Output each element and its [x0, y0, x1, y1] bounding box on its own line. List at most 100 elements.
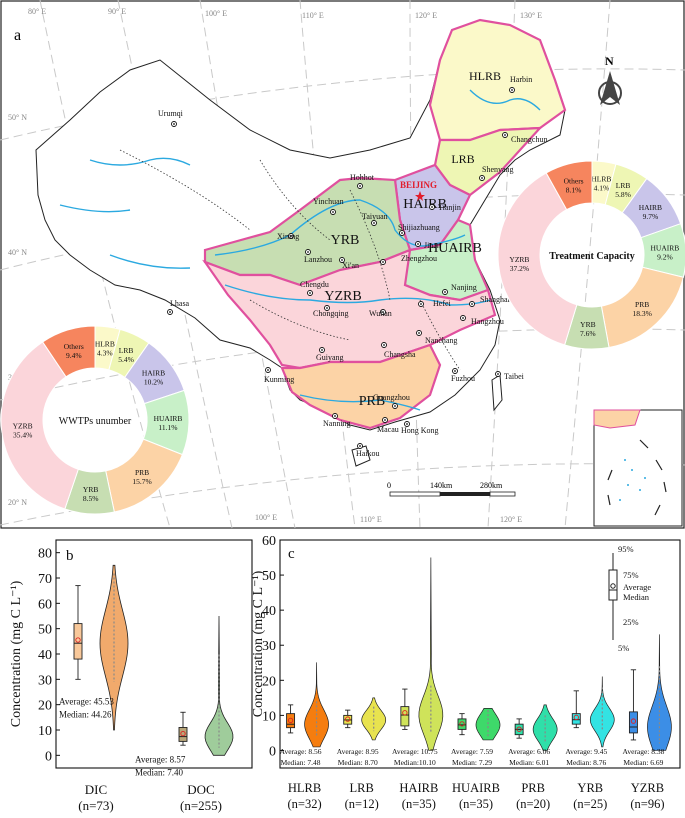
city-marker-dot: [504, 134, 506, 136]
box-iqr: [571, 713, 581, 725]
city-label-lanzhou: Lanzhou: [304, 255, 332, 264]
donut-slice-label: Others: [64, 342, 84, 351]
city-label-yinchuan: Yinchuan: [313, 197, 344, 206]
city-marker-dot: [169, 311, 171, 313]
y-tick-label-b: 80: [38, 547, 52, 562]
group-doc: [178, 615, 234, 756]
city-label-chengdu: Chengdu: [300, 280, 329, 289]
basin-yzrb: [202, 248, 497, 370]
x-n-label-yrb: (n=25): [573, 797, 607, 811]
city-label-harbin: Harbin: [510, 75, 532, 84]
city-marker-dot: [454, 370, 456, 372]
group-prb: [514, 704, 558, 751]
median-text-dic: Median: 44.26: [59, 710, 112, 720]
donut-slice-label: HUAIRB: [154, 414, 183, 423]
basin-label-lrb: LRB: [451, 152, 474, 166]
scale-label-0: 0: [387, 481, 391, 490]
donut-slice-label: LRB: [119, 346, 134, 355]
x-n-label-huairb: (n=35): [459, 797, 493, 811]
lon-label: 100° E: [205, 9, 227, 18]
lon-label-bottom: 110° E: [360, 515, 382, 524]
x-label-yrb: YRB: [577, 781, 603, 795]
group-hlrb: [286, 662, 329, 748]
average-text-dic: Average: 45.53: [59, 697, 114, 707]
average-text: Average: 8.95: [337, 747, 379, 756]
donut-slice-value: 7.6%: [580, 329, 596, 338]
y-tick-label-c: 10: [262, 709, 276, 724]
province-borders: [119, 149, 461, 371]
y-tick-label-c: 50: [262, 569, 276, 584]
median-text: Median: 6.69: [623, 758, 663, 767]
capital-star-icon: [415, 191, 425, 201]
basin-label-hlrb: HLRB: [469, 69, 501, 83]
city-label-xining: Xining: [277, 232, 299, 241]
box-iqr: [628, 711, 638, 734]
average-text: Average: 8.56: [280, 747, 322, 756]
basin-label-prb: PRB: [359, 394, 385, 409]
box-iqr: [178, 727, 188, 742]
y-tick-label-c: 20: [262, 674, 276, 689]
donut-slice-value: 5.4%: [118, 355, 134, 364]
y-tick-label-b: 30: [38, 673, 52, 688]
donut-center-title: Treatment Capacity: [549, 251, 634, 262]
city-label-guangzhou: Guangzhou: [373, 393, 410, 402]
x-n-label-doc: (n=255): [180, 798, 222, 813]
lat-label: 50° N: [8, 113, 27, 122]
scale-bar: 0 140km 280km: [387, 481, 516, 497]
box-average-marker: [459, 721, 465, 727]
city-label-beijing: BEIJING: [400, 180, 437, 190]
group-yzrb: [628, 634, 672, 751]
box-iqr: [457, 718, 467, 730]
donut-slice-label: YRB: [580, 320, 595, 329]
city-label-lhasa: Lhasa: [170, 299, 190, 308]
median-text: Median: 8.70: [338, 758, 378, 767]
donut-slice-value: 37.2%: [510, 264, 529, 273]
donut-slice-value: 10.2%: [144, 377, 163, 386]
donut-slice-label: YRB: [83, 485, 98, 494]
donut-slice-value: 4.3%: [97, 349, 113, 358]
donut-slice-label: Others: [564, 176, 584, 185]
group-hairb: [400, 557, 444, 751]
city-marker-dot: [341, 259, 343, 261]
city-marker-dot: [511, 89, 513, 91]
lon-label: 90° E: [108, 7, 126, 16]
box-average-marker: [516, 726, 522, 732]
lon-label: 80° E: [28, 7, 46, 16]
donut-slice-label: HUAIRB: [651, 243, 680, 252]
violin-huairb: [475, 708, 501, 741]
city-label-shijiazhuang: Shijiazhuang: [398, 223, 440, 232]
city-marker-dot: [373, 222, 375, 224]
south-china-sea-inset: [593, 409, 683, 527]
x-label-hairb: HAIRB: [399, 781, 438, 795]
donut-slice-value: 35.4%: [13, 431, 32, 440]
lon-label: 130° E: [520, 11, 542, 20]
city-marker-dot: [382, 261, 384, 263]
average-text: Average: 9.45: [565, 747, 607, 756]
panel-b-chart: 0 10 20 30 40 50 60 70 80 Concentration (mg C L⁻¹…: [9, 539, 253, 813]
city-label-guiyang: Guiyang: [316, 353, 344, 362]
legend-label: 95%: [618, 544, 634, 554]
box-average-marker: [345, 716, 351, 722]
y-tick-label-b: 60: [38, 597, 52, 612]
donut-slice-yzrb: [497, 172, 578, 346]
x-n-label-hairb: (n=35): [402, 797, 436, 811]
basin-labels: HLRB LRB HAIRB YRB HUAIRB YZRB PRB: [324, 69, 501, 409]
y-tick-label-c: 40: [262, 604, 276, 619]
group-lrb: [343, 697, 387, 741]
y-axis-label-c: Concentration (mg C L⁻¹): [251, 570, 266, 717]
y-tick-label-c: 30: [262, 639, 276, 654]
city-marker-dot: [406, 423, 408, 425]
average-text: Average: 6.06: [508, 747, 550, 756]
box-average-marker: [402, 710, 408, 716]
donut-slice-value: 9.7%: [643, 212, 659, 221]
x-n-label-hlrb: (n=32): [288, 797, 322, 811]
legend-label: Median: [623, 592, 650, 602]
donut-slice-label: HLRB: [95, 340, 115, 349]
group-huairb: [457, 708, 501, 741]
donut-slice-others: [41, 325, 96, 378]
city-label-xi-an: Xi'an: [342, 261, 359, 270]
group-yrb: [571, 676, 615, 748]
city-label-zhengzhou: Zhengzhou: [401, 254, 437, 263]
